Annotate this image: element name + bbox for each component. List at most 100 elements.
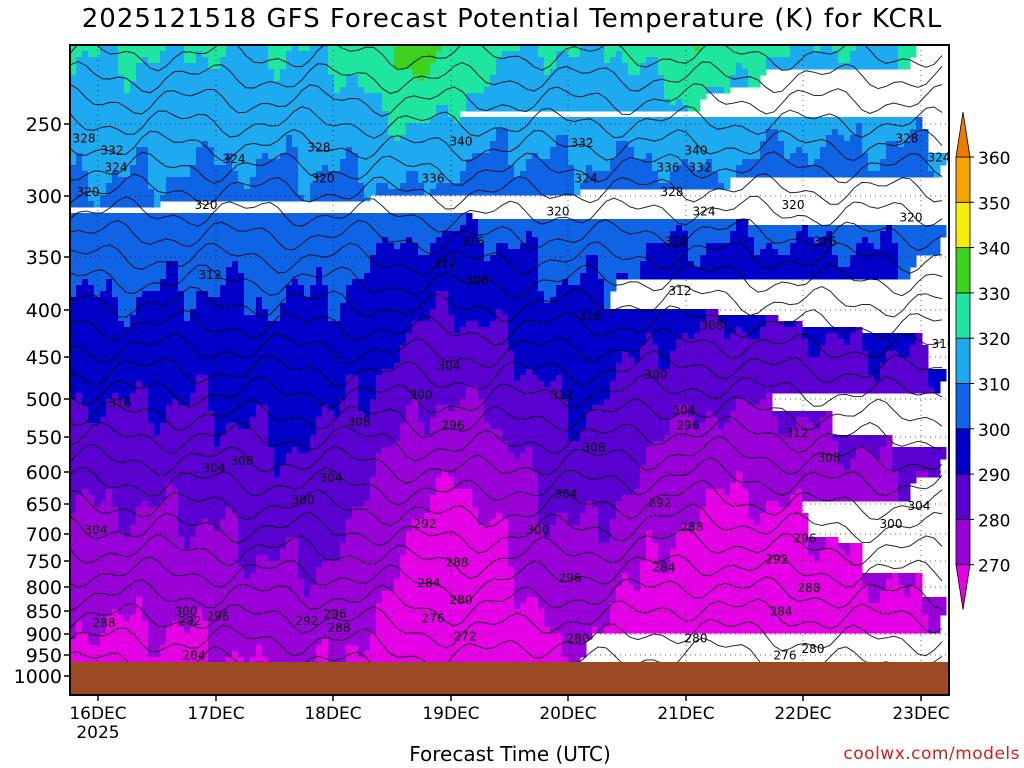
theta-cell (568, 417, 587, 424)
contour-label: 308 (818, 451, 841, 465)
theta-cell (418, 243, 431, 250)
theta-cell (676, 225, 683, 232)
theta-cell (118, 69, 137, 76)
theta-cell (226, 153, 233, 160)
theta-cell (544, 609, 611, 616)
theta-cell (394, 135, 401, 142)
theta-cell (238, 525, 347, 532)
theta-cell (532, 459, 647, 466)
theta-cell (424, 423, 431, 430)
theta-cell (448, 291, 545, 298)
y-tick-label: 700 (26, 524, 62, 546)
theta-cell (382, 447, 509, 454)
theta-cell (784, 147, 797, 154)
theta-cell (100, 633, 149, 640)
theta-cell (550, 627, 593, 634)
theta-cell (490, 141, 509, 148)
theta-cell (652, 537, 677, 544)
theta-cell (604, 303, 611, 310)
theta-cell (454, 321, 467, 328)
theta-cell (268, 441, 311, 448)
theta-cell (376, 375, 515, 382)
contour-label: 336 (422, 172, 445, 186)
theta-cell (286, 135, 293, 142)
theta-cell (178, 501, 365, 508)
theta-cell (664, 93, 707, 100)
theta-cell (70, 507, 77, 514)
site-credit[interactable]: coolwx.com/models (843, 744, 1020, 764)
x-tick-label: 23DEC (892, 704, 949, 724)
contour-label: 316 (462, 235, 485, 249)
isentrope-line (70, 173, 943, 210)
theta-cell (346, 645, 359, 652)
theta-cell (508, 549, 647, 556)
theta-cell (712, 165, 737, 172)
theta-cell (556, 519, 569, 526)
theta-cell (70, 219, 467, 226)
theta-cell (304, 579, 317, 586)
theta-cell (382, 597, 515, 604)
theta-cell (838, 447, 857, 454)
theta-cell (346, 519, 413, 526)
theta-cell (736, 225, 749, 232)
theta-cell (298, 573, 317, 580)
theta-cell (580, 429, 671, 436)
theta-cell (586, 261, 599, 268)
theta-cell (592, 501, 617, 508)
contour-label: 300 (645, 368, 668, 382)
theta-cell (676, 531, 809, 538)
theta-cell (154, 201, 161, 208)
theta-cell (136, 63, 209, 70)
theta-cell (664, 435, 833, 442)
theta-cell (394, 45, 443, 52)
theta-cell (586, 417, 671, 424)
theta-cell (562, 279, 569, 286)
theta-cell (178, 399, 191, 406)
theta-cell (100, 45, 119, 52)
theta-cell (388, 123, 407, 130)
theta-cell (706, 309, 719, 316)
theta-cell (610, 165, 653, 172)
theta-cell (766, 507, 803, 514)
theta-cell (220, 57, 269, 64)
theta-cell (826, 333, 839, 340)
theta-cell (808, 543, 827, 550)
theta-cell (634, 153, 647, 160)
theta-cell (658, 357, 671, 364)
theta-cell (766, 393, 773, 400)
theta-cell (226, 279, 245, 286)
theta-cell (250, 657, 269, 664)
contour-label: 288 (798, 581, 821, 595)
theta-cell (502, 513, 539, 520)
contour-label: 304 (673, 404, 696, 418)
theta-cell (562, 633, 593, 640)
theta-cell (610, 615, 929, 622)
theta-cell (658, 351, 671, 358)
theta-cell (694, 165, 701, 172)
chart-title: 2025121518 GFS Forecast Potential Temper… (81, 4, 943, 34)
theta-cell (748, 333, 761, 340)
theta-cell (760, 141, 785, 148)
theta-cell (574, 177, 587, 184)
y-tick-label: 400 (26, 300, 62, 322)
theta-cell (706, 87, 725, 94)
theta-cell (646, 333, 653, 340)
theta-cell (172, 483, 371, 490)
contour-label: 292 (766, 553, 789, 567)
theta-cell (76, 621, 83, 628)
theta-cell (430, 501, 473, 508)
theta-cell (766, 501, 779, 508)
theta-cell (376, 387, 467, 394)
theta-cell (262, 297, 287, 304)
theta-cell (592, 165, 611, 172)
theta-cell (250, 177, 299, 184)
theta-cell (166, 189, 299, 196)
theta-cell (886, 585, 905, 592)
theta-cell (220, 291, 245, 298)
theta-cell (544, 291, 557, 298)
theta-cell (748, 231, 797, 238)
theta-cell (70, 213, 467, 220)
theta-cell (436, 237, 479, 244)
theta-cell (742, 327, 761, 334)
